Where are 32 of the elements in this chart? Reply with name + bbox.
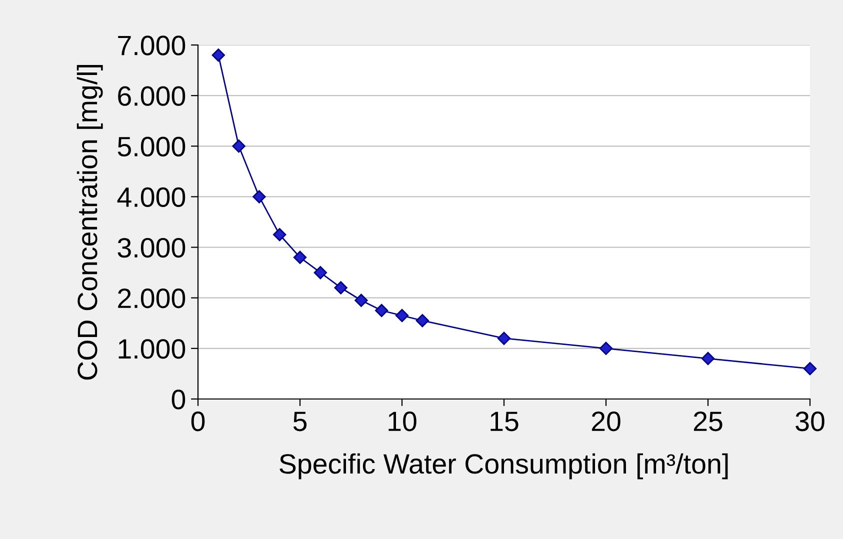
y-tick-label: 0: [172, 390, 186, 410]
y-tick-label: 5.000: [118, 136, 186, 156]
y-tick-label: 7.000: [118, 36, 186, 56]
x-tick-label: 20: [592, 412, 620, 432]
point: [293, 250, 307, 264]
point: [334, 281, 348, 294]
point: [232, 140, 246, 153]
point: [354, 294, 368, 307]
y-tick-label: 6.000: [118, 86, 186, 106]
y-tick-label: 4.000: [117, 187, 186, 208]
point: [497, 332, 511, 345]
point: [395, 308, 409, 322]
x-tick-label: 5: [293, 412, 307, 432]
y-tick-label: 2.000: [118, 288, 186, 308]
x-tick-label: 0: [191, 412, 205, 432]
point: [273, 228, 286, 242]
point: [252, 190, 266, 204]
x-tick-label: 15: [490, 412, 518, 432]
x-tick-label: 25: [694, 412, 722, 432]
y-axis-title: COD Concentration [mg/l]: [76, 64, 103, 380]
y-tick-label: 3.000: [118, 238, 186, 258]
point: [599, 342, 613, 356]
x-axis-title: Specific Water Consumption [m³/ton]: [280, 453, 728, 480]
point: [803, 362, 817, 376]
point: [416, 314, 429, 328]
point: [314, 266, 327, 280]
x-tick-label: 10: [388, 412, 416, 432]
point: [212, 48, 225, 62]
y-tick-label: 1.000: [118, 339, 186, 359]
point: [375, 304, 388, 318]
point: [701, 352, 715, 366]
x-tick-label: 30: [796, 412, 824, 432]
